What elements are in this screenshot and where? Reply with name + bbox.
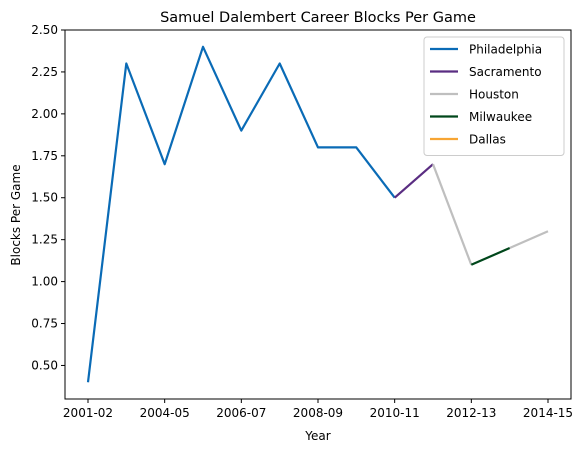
y-tick-label: 2.25 bbox=[31, 65, 58, 79]
series-line-milwaukee bbox=[470, 246, 511, 266]
legend-label: Philadelphia bbox=[469, 43, 542, 57]
y-tick-label: 0.50 bbox=[31, 358, 58, 372]
series-line-houston bbox=[431, 163, 473, 266]
chart-title: Samuel Dalembert Career Blocks Per Game bbox=[160, 10, 476, 26]
x-axis-label: Year bbox=[304, 429, 330, 443]
y-tick-label: 2.00 bbox=[31, 107, 58, 121]
y-tick-label: 2.50 bbox=[31, 23, 58, 37]
y-tick-label: 1.25 bbox=[31, 233, 58, 247]
series-layer bbox=[86, 45, 549, 383]
series-line-sacramento bbox=[393, 163, 434, 199]
legend-box bbox=[423, 36, 565, 156]
series-line-houston bbox=[509, 230, 549, 250]
legend: Philadelphia Sacramento Houston Milwaukee Da… bbox=[423, 36, 565, 156]
x-tick-label: 2004-05 bbox=[140, 406, 190, 420]
y-tick-label: 1.00 bbox=[31, 275, 58, 289]
legend-label: Houston bbox=[469, 88, 519, 102]
x-tick-label: 2014-15 bbox=[523, 406, 573, 420]
tick-layer: 0.50 0.75 1.00 1.25 1.50 1.75 2.00 2.25 2.50 2001… bbox=[31, 23, 573, 420]
plot-frame bbox=[64, 29, 572, 400]
legend-label: Sacramento bbox=[469, 65, 542, 79]
x-tick-label: 2010-11 bbox=[370, 406, 420, 420]
y-axis-label: Blocks Per Game bbox=[9, 164, 23, 265]
legend-label: Milwaukee bbox=[469, 110, 532, 124]
y-tick-label: 0.75 bbox=[31, 317, 58, 331]
x-tick-label: 2001-02 bbox=[63, 406, 113, 420]
x-tick-label: 2012-13 bbox=[446, 406, 496, 420]
x-tick-label: 2008-09 bbox=[293, 406, 343, 420]
series-line-philadelphia bbox=[86, 45, 396, 383]
legend-label: Dallas bbox=[469, 133, 506, 147]
y-tick-label: 1.75 bbox=[31, 149, 58, 163]
y-tick-label: 1.50 bbox=[31, 191, 58, 205]
x-tick-label: 2006-07 bbox=[216, 406, 266, 420]
